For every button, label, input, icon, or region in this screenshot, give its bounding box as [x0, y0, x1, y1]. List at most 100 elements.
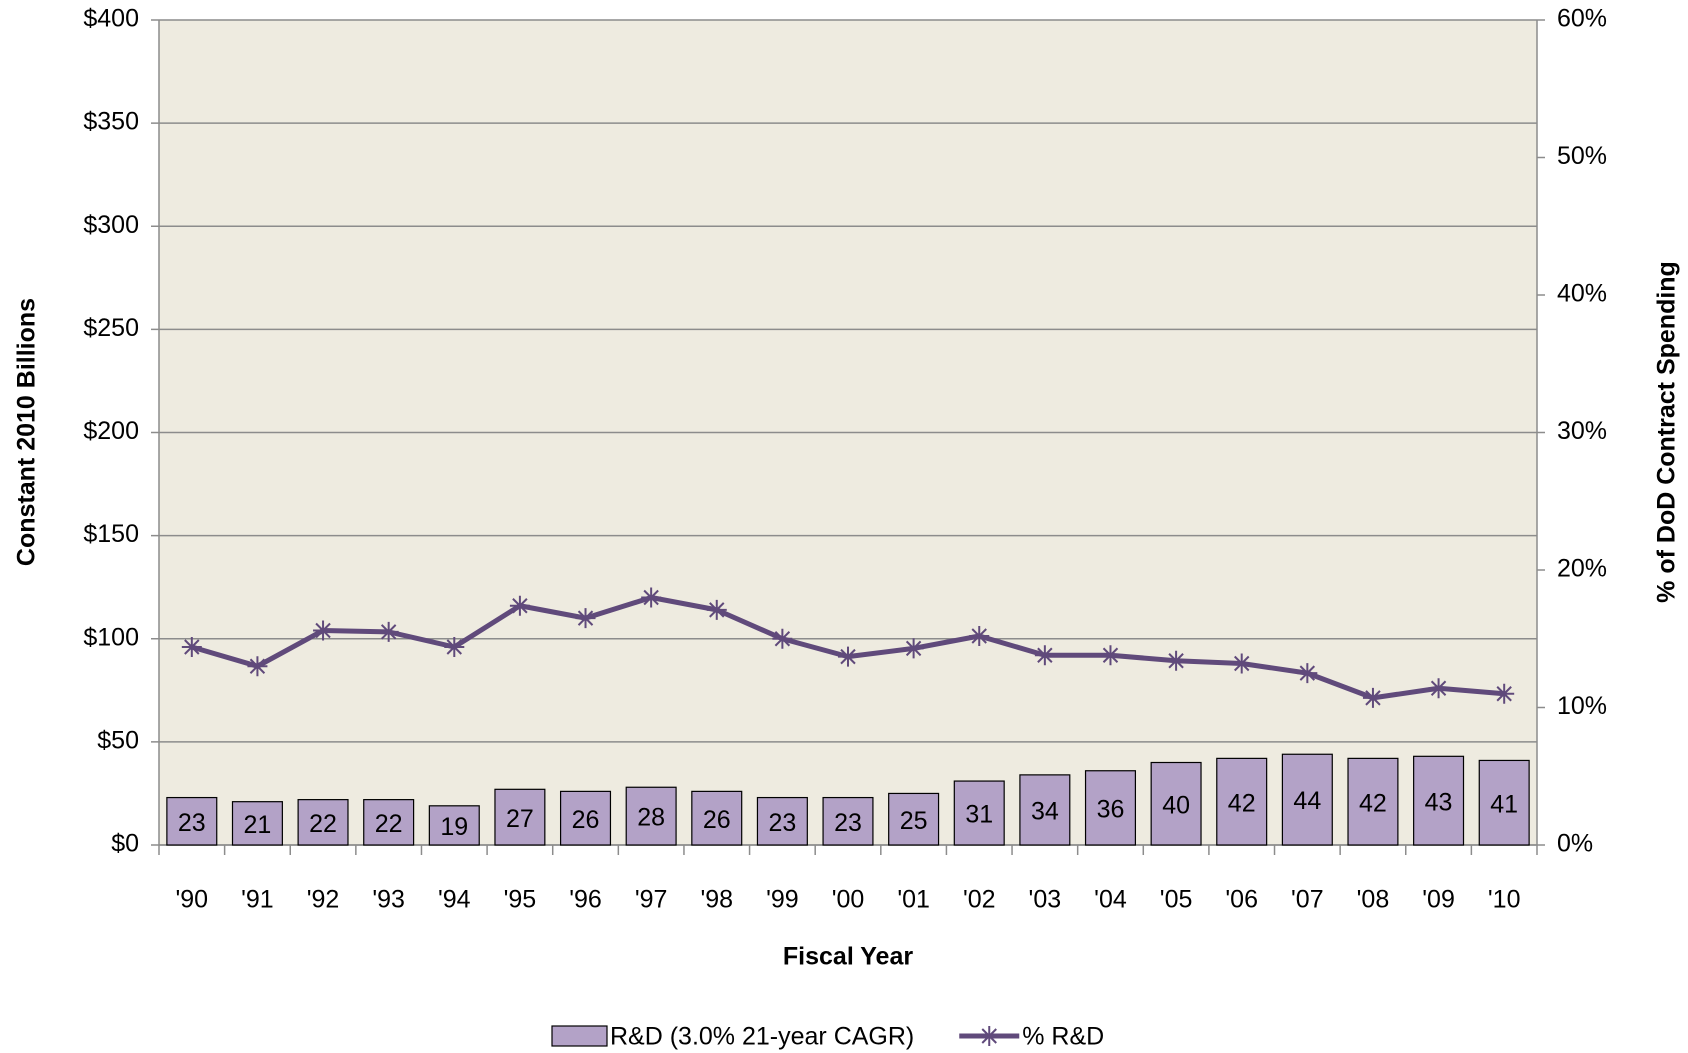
bar-value-label: 23 — [834, 809, 862, 837]
bar — [822, 796, 874, 846]
x-tick-label: '90 — [176, 886, 209, 914]
bar — [888, 792, 940, 846]
marker — [313, 620, 334, 641]
y2-axis-title: % of DoD Contract Spending — [1653, 261, 1681, 603]
x-tick-label: '06 — [1225, 886, 1258, 914]
x-tick-label: '04 — [1094, 886, 1127, 914]
marker — [1494, 683, 1515, 704]
x-tick-label: '94 — [438, 886, 471, 914]
marker — [575, 608, 596, 629]
bar — [559, 790, 612, 846]
marker — [1297, 663, 1318, 684]
x-tick-label: '09 — [1422, 886, 1455, 914]
bar-value-label: 23 — [178, 809, 206, 837]
marker — [838, 646, 858, 667]
bar — [1478, 759, 1530, 846]
y-axis-title: Constant 2010 Billions — [13, 298, 41, 566]
bar-value-label: 40 — [1162, 791, 1190, 819]
bar — [494, 788, 546, 846]
marker — [1100, 645, 1121, 666]
y-tick-label: $150 — [83, 520, 139, 548]
x-tick-label: '07 — [1291, 886, 1324, 914]
marker — [1034, 645, 1055, 666]
bar-value-label: 44 — [1293, 787, 1321, 815]
bar-value-label: 26 — [703, 806, 731, 834]
x-axis-title: Fiscal Year — [783, 943, 913, 971]
bar — [756, 796, 808, 846]
y2-tick-label: 10% — [1557, 692, 1607, 720]
y-tick-label: $400 — [83, 5, 139, 33]
y2-tick-label: 60% — [1557, 5, 1607, 33]
marker — [641, 587, 662, 608]
y-tick-label: $0 — [111, 830, 139, 858]
marker — [772, 628, 793, 649]
bar — [1216, 757, 1268, 846]
bar-value-label: 27 — [506, 805, 534, 833]
marker — [1231, 653, 1252, 674]
x-tick-label: '95 — [504, 886, 537, 914]
y2-tick-label: 20% — [1557, 555, 1607, 583]
x-tick-label: '96 — [569, 886, 602, 914]
marker — [247, 656, 268, 677]
bar — [953, 780, 1005, 846]
y-tick-label: $50 — [97, 726, 139, 754]
bar-value-label: 21 — [244, 811, 272, 839]
bar — [166, 796, 218, 846]
bar-value-label: 22 — [309, 810, 337, 838]
bar-value-label: 42 — [1359, 789, 1387, 817]
bar — [297, 799, 349, 846]
bar-value-label: 26 — [572, 806, 600, 834]
y2-tick-label: 30% — [1557, 417, 1607, 445]
bar — [428, 805, 480, 846]
bar-value-label: 42 — [1228, 789, 1256, 817]
x-tick-label: '03 — [1029, 886, 1062, 914]
marker — [509, 595, 530, 616]
y-tick-label: $250 — [83, 314, 139, 342]
x-tick-label: '99 — [766, 886, 799, 914]
y2-tick-label: 40% — [1557, 280, 1607, 308]
y-tick-label: $350 — [83, 108, 139, 136]
x-tick-label: '08 — [1357, 886, 1390, 914]
x-tick-label: '93 — [372, 886, 405, 914]
marker — [1428, 678, 1449, 699]
bar-value-label: 19 — [440, 813, 468, 841]
bar-value-label: 41 — [1490, 790, 1518, 818]
marker — [903, 638, 924, 659]
x-tick-label: '91 — [241, 886, 274, 914]
bar-value-label: 43 — [1425, 788, 1453, 816]
x-tick-label: '98 — [700, 886, 733, 914]
legend-label: R&D (3.0% 21-year CAGR) — [610, 1023, 914, 1051]
bar — [231, 801, 283, 846]
bar-value-label: 23 — [768, 809, 796, 837]
marker — [1166, 650, 1187, 671]
bar-value-label: 22 — [375, 810, 403, 838]
bar — [691, 790, 743, 846]
marker — [969, 626, 990, 646]
marker — [1362, 687, 1383, 708]
x-tick-label: '01 — [897, 886, 930, 914]
bar — [1084, 770, 1137, 846]
y-tick-label: $200 — [83, 417, 139, 445]
y-tick-label: $100 — [83, 623, 139, 651]
legend-marker — [979, 1026, 1000, 1046]
x-tick-label: '97 — [635, 886, 668, 914]
bar-value-label: 28 — [637, 804, 665, 832]
legend-swatch — [551, 1025, 608, 1047]
bar — [1281, 753, 1333, 846]
bar — [1019, 774, 1071, 846]
bar-value-label: 25 — [900, 807, 928, 835]
y2-tick-label: 50% — [1557, 142, 1607, 170]
bar — [1413, 755, 1465, 846]
legend-label: % R&D — [1022, 1023, 1104, 1051]
bar — [1347, 757, 1399, 846]
bar — [1150, 761, 1202, 846]
y-tick-label: $300 — [83, 211, 139, 239]
bar — [363, 799, 415, 846]
bar-value-label: 36 — [1097, 795, 1125, 823]
marker — [181, 637, 202, 657]
x-tick-label: '00 — [832, 886, 865, 914]
x-tick-label: '10 — [1488, 886, 1521, 914]
marker — [378, 621, 399, 642]
